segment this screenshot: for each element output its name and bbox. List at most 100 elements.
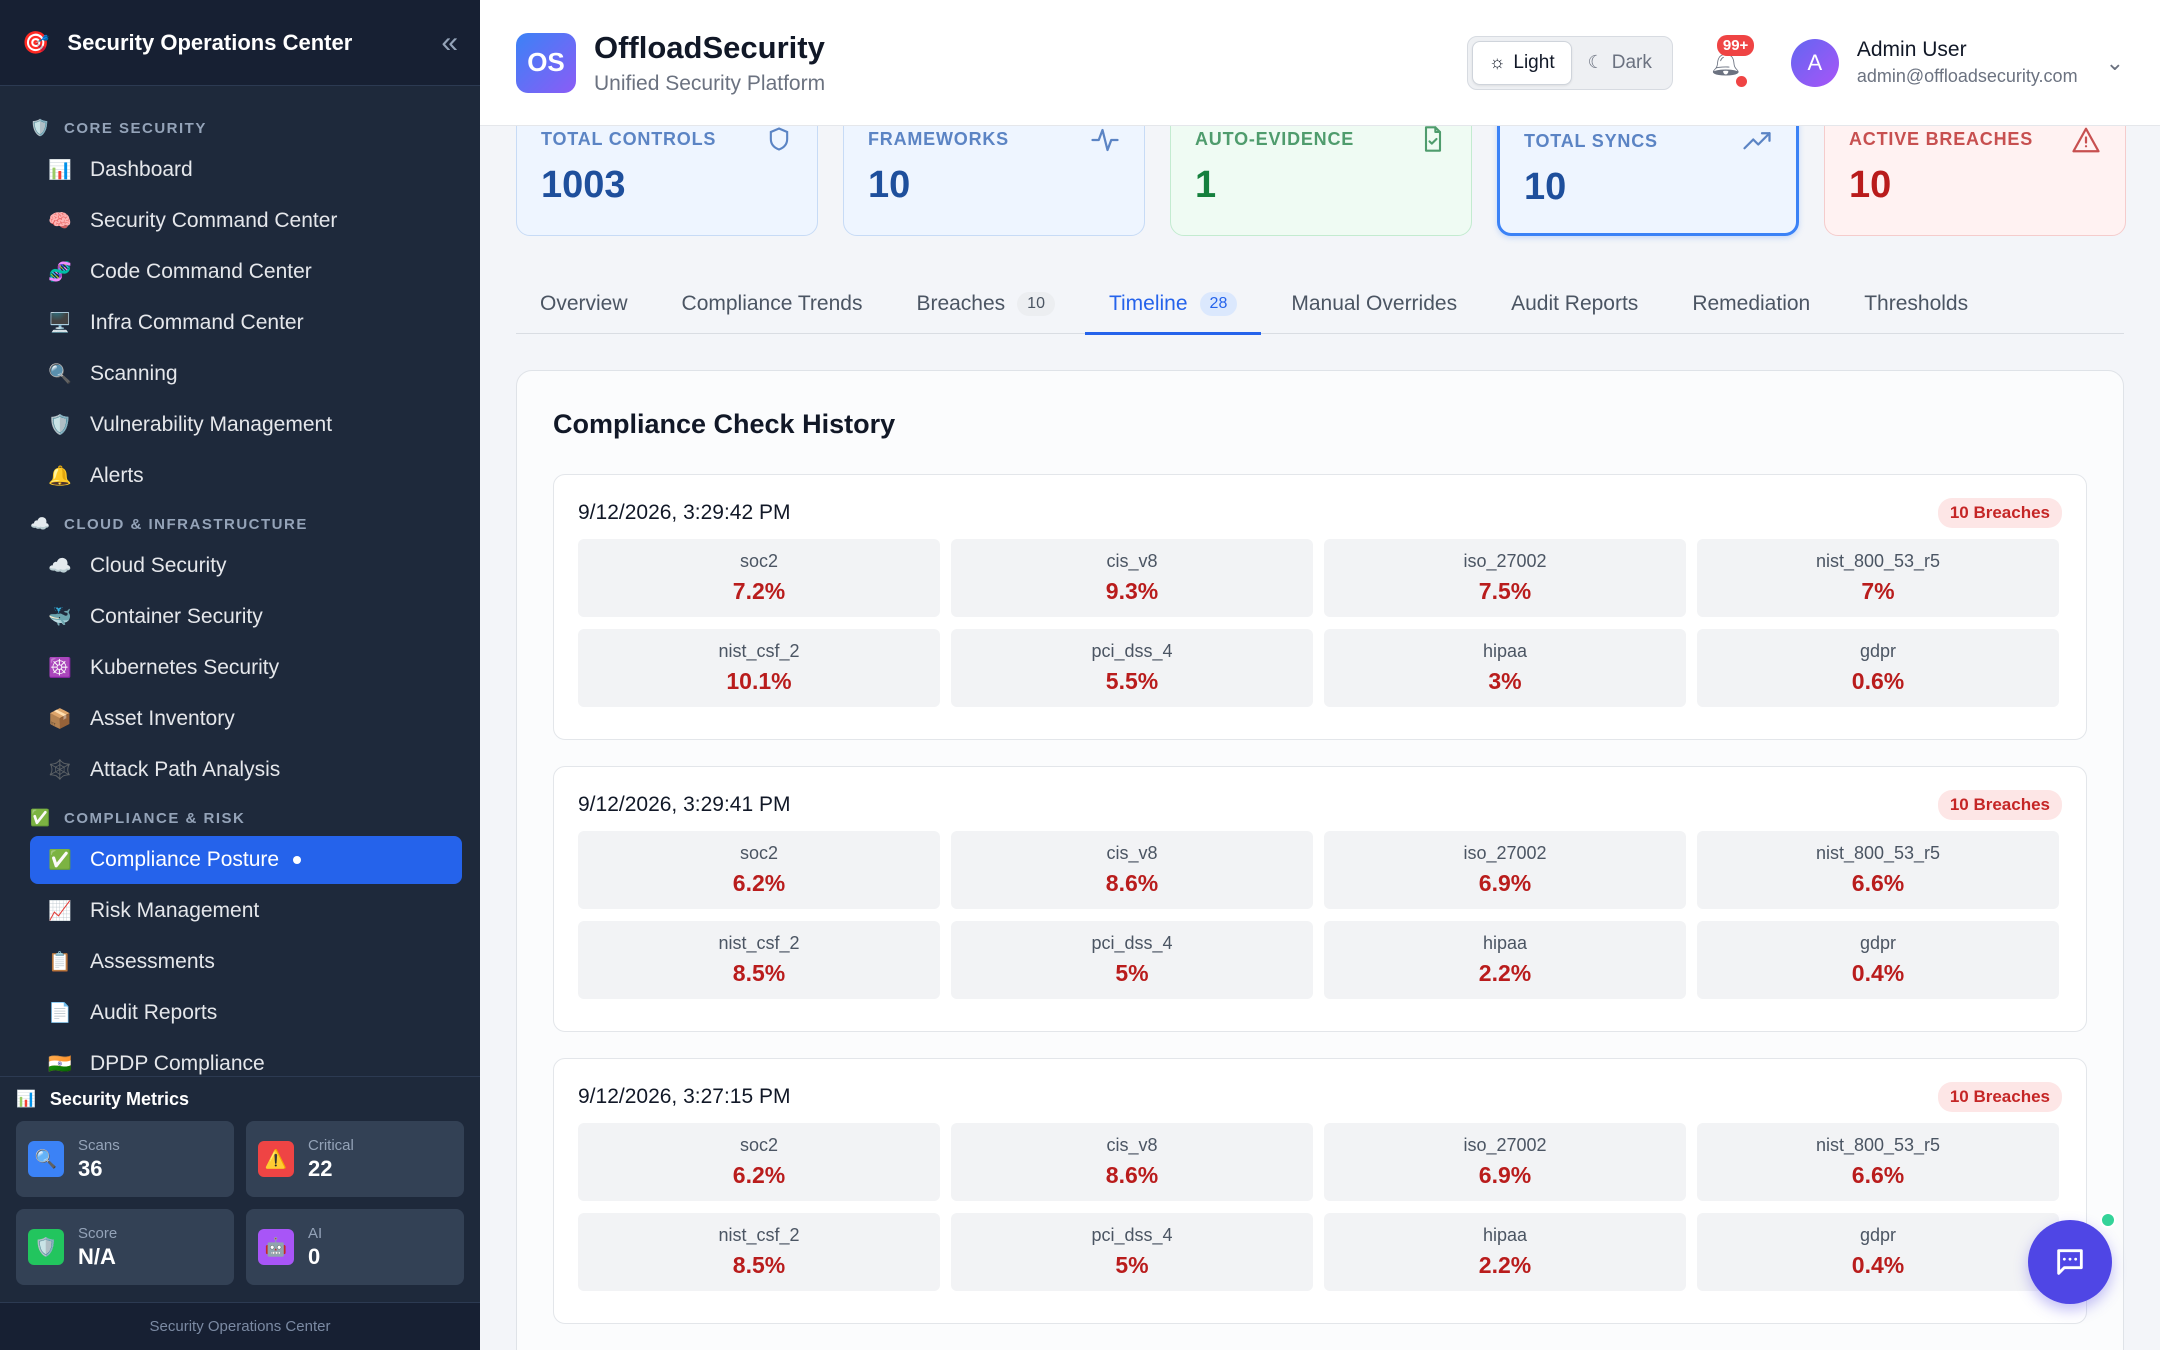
chat-button[interactable] [2028, 1220, 2112, 1304]
metric-value: 0 [308, 1243, 321, 1269]
collapse-sidebar-icon[interactable]: « [441, 25, 458, 59]
stat-card-total-controls[interactable]: TOTAL CONTROLS 1003 [516, 126, 818, 236]
chevron-down-icon[interactable]: ⌄ [2105, 49, 2124, 75]
sidebar-item-label: Security Command Center [90, 209, 338, 232]
sidebar-item-dashboard[interactable]: 📊 Dashboard [30, 146, 462, 194]
brand-subtitle: Unified Security Platform [594, 71, 826, 95]
sidebar-item-kubernetes-security[interactable]: ☸️ Kubernetes Security [30, 644, 462, 692]
light-theme-button[interactable]: ☼ Light [1471, 40, 1572, 85]
tab-remediation[interactable]: Remediation [1668, 274, 1834, 334]
check-timestamp: 9/12/2026, 3:27:15 PM [578, 1085, 791, 1108]
metric-card-score: 🛡️ Score N/A [16, 1209, 234, 1285]
metric-icon: ⚠️ [258, 1141, 294, 1177]
framework-name: pci_dss_4 [1091, 933, 1173, 953]
compliance-check-card: 9/12/2026, 3:29:42 PM 10 Breaches soc2 7.2%… [553, 474, 2087, 740]
dark-theme-button[interactable]: ☾ Dark [1587, 51, 1652, 73]
sidebar-item-dpdp-compliance[interactable]: 🇮🇳 DPDP Compliance [30, 1040, 462, 1076]
alert-triangle-icon [2071, 126, 2101, 162]
theme-toggle: ☼ Light ☾ Dark [1466, 35, 1673, 90]
framework-name: hipaa [1482, 1225, 1528, 1245]
metric-card-scans: 🔍 Scans 36 [16, 1121, 234, 1197]
notifications-button[interactable]: 🔔︎ 99+ [1699, 33, 1755, 93]
framework-name: cis_v8 [1106, 1135, 1158, 1155]
sidebar-item-label: DPDP Compliance [90, 1052, 265, 1075]
sidebar-section-cloud-infrastructure: ☁️ CLOUD & INFRASTRUCTURE [0, 506, 480, 542]
tab-breaches[interactable]: Breaches 10 [892, 274, 1079, 334]
online-indicator [2100, 1212, 2116, 1228]
framework-score-pci-dss-4: pci_dss_4 5% [951, 1213, 1313, 1291]
framework-value: 8.5% [732, 960, 786, 986]
file-check-icon [1419, 126, 1447, 160]
framework-score-cis-v8: cis_v8 9.3% [951, 539, 1313, 617]
framework-name: iso_27002 [1463, 1135, 1547, 1155]
framework-value: 0.4% [1851, 1252, 1905, 1278]
sun-icon: ☼ [1488, 52, 1506, 72]
framework-name: cis_v8 [1106, 551, 1158, 571]
stat-label: ACTIVE BREACHES [1849, 129, 2034, 149]
framework-name: nist_800_53_r5 [1815, 1135, 1941, 1155]
section-label: CLOUD & INFRASTRUCTURE [64, 515, 308, 533]
notification-dot [1735, 75, 1747, 87]
avatar[interactable]: A [1790, 38, 1839, 87]
sidebar-item-label: Vulnerability Management [90, 413, 333, 436]
stat-card-total-syncs[interactable]: TOTAL SYNCS 10 [1497, 126, 1799, 236]
metric-icon: 🤖 [258, 1229, 294, 1265]
security-metrics: 📊 Security Metrics 🔍 Scans 36 ⚠️ Critical 22 🛡… [0, 1076, 480, 1302]
framework-name: nist_csf_2 [718, 933, 800, 953]
tab-audit-reports[interactable]: Audit Reports [1487, 274, 1662, 334]
framework-name: soc2 [739, 843, 779, 863]
framework-value: 6.2% [732, 870, 786, 896]
sidebar-item-vulnerability-management[interactable]: 🛡️ Vulnerability Management [30, 401, 462, 449]
compliance-history-panel: Compliance Check History 9/12/2026, 3:29… [516, 370, 2124, 1350]
stat-value: 10 [1524, 166, 1567, 208]
stat-card-frameworks[interactable]: FRAMEWORKS 10 [843, 126, 1145, 236]
framework-name: iso_27002 [1463, 843, 1547, 863]
sidebar-item-security-command-center[interactable]: 🧠 Security Command Center [30, 197, 462, 245]
framework-score-hipaa: hipaa 2.2% [1324, 1213, 1686, 1291]
sidebar-item-audit-reports[interactable]: 📄 Audit Reports [30, 989, 462, 1037]
active-dot [293, 856, 302, 864]
sidebar-item-code-command-center[interactable]: 🧬 Code Command Center [30, 248, 462, 296]
metric-label: AI [308, 1224, 323, 1242]
nav-icon: ☁️ [48, 556, 72, 577]
nav-icon: 📊 [48, 160, 72, 181]
main-content: TOTAL CONTROLS 1003 FRAMEWORKS 10 AUTO-EVIDE… [480, 126, 2160, 1350]
sidebar-item-container-security[interactable]: 🐳 Container Security [30, 593, 462, 641]
brand-name: OffloadSecurity [594, 29, 825, 65]
sidebar-item-risk-management[interactable]: 📈 Risk Management [30, 887, 462, 935]
breaches-badge: 10 Breaches [1937, 790, 2062, 820]
stat-value: 1003 [541, 164, 626, 206]
tab-count-badge: 10 [1017, 292, 1055, 316]
stat-card-active-breaches[interactable]: ACTIVE BREACHES 10 [1824, 126, 2126, 236]
framework-score-cis-v8: cis_v8 8.6% [951, 831, 1313, 909]
metric-label: Scans [78, 1136, 120, 1154]
tab-timeline[interactable]: Timeline 28 [1084, 274, 1262, 335]
sidebar-item-label: Risk Management [90, 899, 260, 922]
framework-name: gdpr [1859, 641, 1897, 661]
sidebar-item-assessments[interactable]: 📋 Assessments [30, 938, 462, 986]
sidebar-item-scanning[interactable]: 🔍 Scanning [30, 350, 462, 398]
stat-card-auto-evidence[interactable]: AUTO-EVIDENCE 1 [1170, 126, 1472, 236]
moon-icon: ☾ [1587, 52, 1604, 72]
sidebar-item-alerts[interactable]: 🔔 Alerts [30, 452, 462, 500]
sidebar-item-compliance-posture[interactable]: ✅ Compliance Posture [30, 836, 462, 884]
nav-icon: 🔔 [48, 466, 72, 487]
tab-compliance-trends[interactable]: Compliance Trends [658, 274, 887, 334]
stat-label: AUTO-EVIDENCE [1195, 129, 1355, 149]
activity-icon [1090, 126, 1120, 162]
chat-icon [2057, 1249, 2083, 1275]
framework-value: 6.6% [1851, 870, 1905, 896]
framework-name: pci_dss_4 [1091, 1225, 1173, 1245]
top-header: OS OffloadSecurity Unified Security Plat… [480, 0, 2160, 126]
sidebar-item-asset-inventory[interactable]: 📦 Asset Inventory [30, 695, 462, 743]
tab-thresholds[interactable]: Thresholds [1840, 274, 1992, 334]
sidebar-item-infra-command-center[interactable]: 🖥️ Infra Command Center [30, 299, 462, 347]
framework-score-nist-800-53-r5: nist_800_53_r5 6.6% [1697, 1123, 2059, 1201]
framework-value: 6.6% [1851, 1162, 1905, 1188]
sidebar-item-cloud-security[interactable]: ☁️ Cloud Security [30, 542, 462, 590]
framework-name: iso_27002 [1463, 551, 1547, 571]
framework-score-soc2: soc2 7.2% [578, 539, 940, 617]
sidebar-item-attack-path-analysis[interactable]: 🕸️ Attack Path Analysis [30, 746, 462, 794]
tab-overview[interactable]: Overview [516, 274, 652, 334]
tab-manual-overrides[interactable]: Manual Overrides [1267, 274, 1481, 334]
